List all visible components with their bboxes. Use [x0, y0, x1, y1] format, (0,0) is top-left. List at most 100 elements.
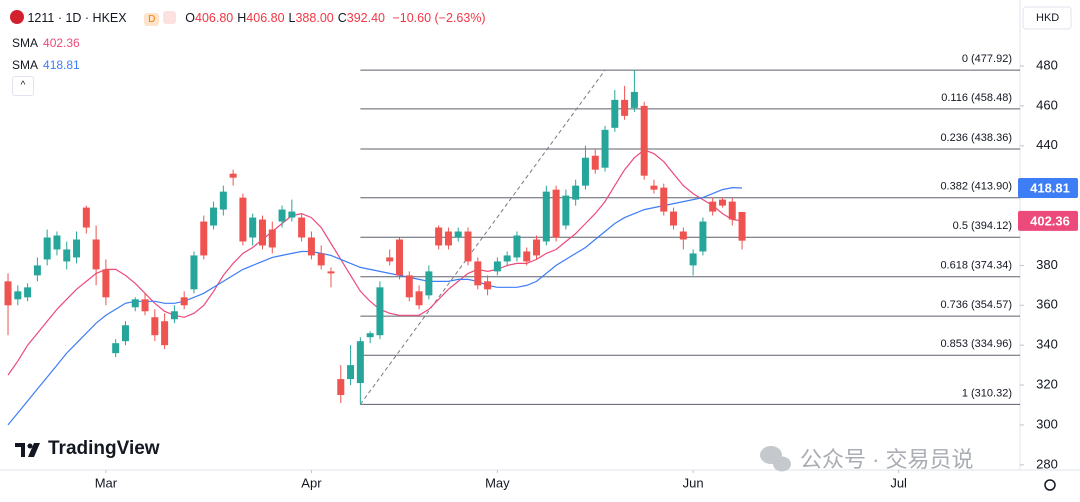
candle-body — [4, 281, 12, 306]
candle-body — [170, 311, 178, 320]
candle-body — [102, 269, 110, 298]
fib-label: 0.382 (413.90) — [940, 181, 1012, 193]
sma-line — [7, 149, 743, 376]
candle-body — [591, 155, 599, 170]
candle-body — [572, 185, 580, 200]
candle-body — [190, 255, 198, 290]
candle-body — [307, 237, 315, 256]
candle-body — [386, 257, 394, 262]
sma-line — [7, 186, 743, 426]
candle-body — [347, 365, 355, 380]
y-tick-label: 480 — [1036, 57, 1058, 72]
candle-body — [112, 343, 120, 354]
fib-label: 0.618 (374.34) — [940, 260, 1012, 272]
legend-name: SMA — [12, 58, 39, 72]
candle-body — [229, 173, 237, 178]
ohlc-key: C — [337, 11, 347, 25]
price-tag — [1018, 210, 1078, 231]
candle-body — [337, 379, 345, 396]
plot: 0 (477.92) 0.116 (458.48) 0.236 (438.36) 0.… — [4, 53, 1020, 426]
y-tick-label: 460 — [1036, 97, 1058, 112]
candle-body — [513, 235, 521, 258]
candle-body — [533, 239, 541, 256]
candle-body — [464, 231, 472, 262]
candle-body — [552, 189, 560, 238]
candle-body — [73, 239, 81, 258]
candle-body — [689, 253, 697, 266]
y-tick-label: 280 — [1036, 456, 1058, 471]
ohlc-value: 392.40 — [346, 11, 385, 25]
candle-body — [542, 191, 550, 242]
trend-line — [359, 69, 606, 405]
ohlc: O406.80 H406.80 L388.00 C392.40 — [185, 11, 389, 25]
ohlc-key: O — [185, 11, 196, 25]
change: −10.60 (−2.63%) — [392, 11, 486, 25]
candle-body — [503, 255, 511, 262]
candle-body — [327, 271, 335, 274]
legend-value: 402.36 — [43, 36, 80, 50]
candle-body — [92, 239, 100, 270]
candle-body — [356, 341, 364, 384]
candle-body — [425, 271, 433, 296]
currency-button[interactable] — [1022, 6, 1072, 30]
candle-body — [161, 321, 169, 346]
price-tag-label: 418.81 — [1030, 180, 1070, 195]
candle-body — [621, 99, 629, 116]
candle-body — [366, 333, 374, 338]
candle-body — [718, 199, 726, 206]
legend-entry: SMA 402.36 — [12, 32, 80, 54]
candle-body — [24, 287, 32, 298]
collapse-button[interactable]: ^ — [12, 76, 34, 96]
layout: TradingView 公众号 · 交易员说 HKD — [0, 0, 1080, 491]
candle-body — [14, 291, 22, 300]
candle-body — [317, 253, 325, 266]
candle-body — [219, 191, 227, 210]
x-tick-label: Jun — [683, 475, 704, 490]
ohlc-key: L — [288, 11, 296, 25]
y-tick-label: 380 — [1036, 257, 1058, 272]
candle-body — [581, 157, 589, 186]
candle-body — [63, 249, 71, 262]
candle-body — [415, 291, 423, 306]
wechat-icon — [760, 446, 791, 472]
settings-icon[interactable] — [1044, 479, 1056, 491]
candle-body — [298, 217, 306, 238]
candle-body — [660, 187, 668, 212]
symbol: 1211 · 1D · HKEX — [27, 11, 127, 25]
watermark: 公众号 · 交易员说 — [800, 447, 974, 472]
fib-label: 0.236 (438.36) — [940, 132, 1012, 144]
candle-body — [288, 211, 296, 218]
fib-label: 0.853 (334.96) — [940, 338, 1012, 350]
legend-value: 418.81 — [43, 58, 80, 72]
fib-label: 0 (477.92) — [962, 53, 1012, 65]
y-tick-label: 360 — [1036, 297, 1058, 312]
symbol-logo — [10, 10, 24, 24]
y-tick-label: 440 — [1036, 137, 1058, 152]
candle-body — [376, 287, 384, 336]
candle-body — [33, 265, 41, 276]
ohlc-key: H — [237, 11, 247, 25]
x-tick-label: May — [485, 475, 510, 490]
x-tick-label: Jul — [890, 475, 907, 490]
candle-body — [679, 231, 687, 240]
ohlc-value: 406.80 — [195, 11, 234, 25]
candle-body — [640, 105, 648, 176]
candle-body — [43, 237, 51, 260]
tv-logo-icon — [15, 443, 40, 457]
candle-body — [268, 229, 276, 248]
candle-body — [435, 227, 443, 246]
ohlc-value: 388.00 — [295, 11, 334, 25]
candle-body — [121, 325, 129, 342]
candle-body — [699, 221, 707, 252]
legend-entry: SMA 418.81 — [12, 54, 80, 76]
header: 1211 · 1D · HKEX D O406.80 H406.80 L388.00… — [10, 10, 486, 26]
y-tick-label: 300 — [1036, 416, 1058, 431]
candle-body — [484, 281, 492, 290]
candle-body — [278, 209, 286, 222]
x-tick-label: Apr — [301, 475, 322, 490]
candle-body — [396, 239, 404, 276]
candle-body — [670, 211, 678, 226]
logo-text: TradingView — [48, 438, 160, 459]
